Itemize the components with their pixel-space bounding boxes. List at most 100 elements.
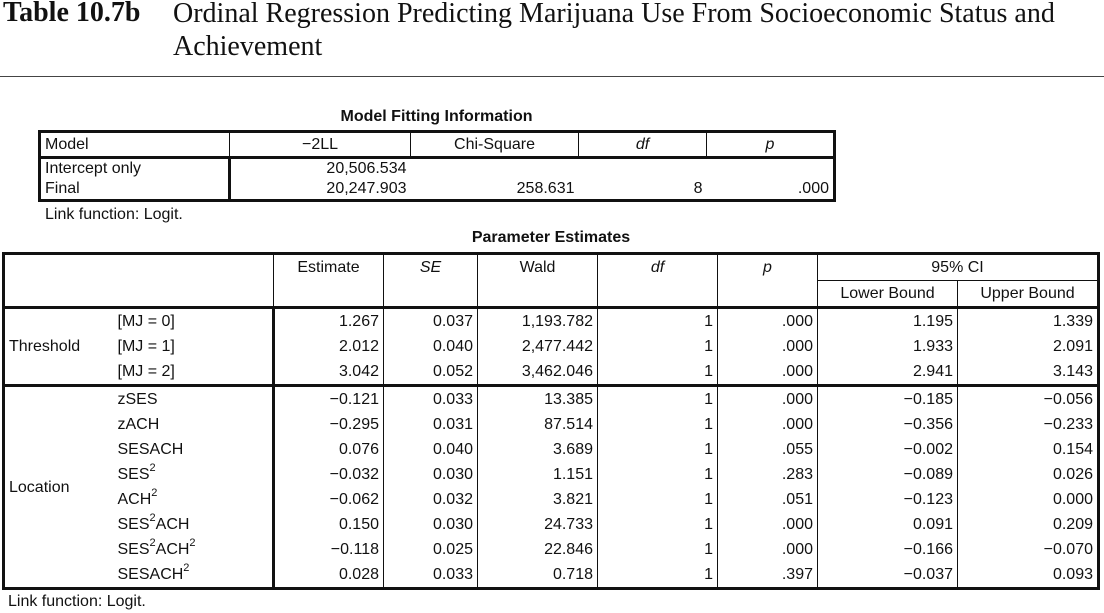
params-subheader-row: Lower Bound Upper Bound bbox=[4, 280, 1099, 309]
cell-estimate: 0.028 bbox=[338, 566, 379, 583]
row-label: Intercept only bbox=[39, 157, 231, 179]
table-row: zACH −0.295 0.031 87.514 1 .000 −0.356 −… bbox=[4, 412, 1099, 437]
model-fit-header-row: Model −2LL Chi-Square df p bbox=[39, 131, 835, 159]
cell-p: .000 bbox=[717, 307, 818, 334]
cell-estimate: −0.032 bbox=[329, 466, 379, 483]
cell-df: 1 bbox=[597, 412, 718, 437]
param-label: zSES bbox=[113, 384, 275, 412]
cell-upper: 1.339 bbox=[957, 307, 1099, 334]
col-df: df bbox=[578, 131, 707, 159]
table-row: SES2ACH2 −0.118 0.025 22.846 1 .000 −0.1… bbox=[4, 537, 1099, 562]
cell-estimate: −0.118 bbox=[330, 541, 379, 558]
cell-estimate: 0.150 bbox=[338, 516, 379, 533]
table-number: Table 10.7b bbox=[3, 0, 141, 28]
col-upper-bound: Upper Bound bbox=[957, 280, 1099, 309]
cell-wald: 3,462.046 bbox=[477, 359, 598, 386]
cell-estimate: 3.042 bbox=[338, 363, 379, 380]
model-fit-caption: Model Fitting Information bbox=[340, 108, 533, 125]
model-fit-note: Link function: Logit. bbox=[45, 206, 183, 223]
cell-df: 1 bbox=[597, 512, 718, 537]
cell-neg2ll: 20,506.534 bbox=[326, 160, 407, 177]
cell-se: 0.031 bbox=[383, 412, 478, 437]
param-label: SESACH2 bbox=[113, 562, 275, 589]
col-p: p bbox=[706, 131, 835, 159]
header-blank bbox=[3, 253, 274, 309]
cell-estimate: −0.295 bbox=[329, 416, 379, 433]
col-chi-square: Chi-Square bbox=[410, 131, 579, 159]
cell-chi-square: 258.631 bbox=[516, 180, 575, 197]
col-estimate: Estimate bbox=[273, 253, 384, 309]
col-p: p bbox=[717, 253, 818, 309]
cell-estimate: −0.062 bbox=[329, 491, 379, 508]
cell-df: 1 bbox=[597, 359, 718, 386]
table-row: SES2ACH 0.150 0.030 24.733 1 .000 0.091 … bbox=[4, 512, 1099, 537]
cell-upper: 0.209 bbox=[957, 512, 1099, 537]
cell-df: 1 bbox=[597, 437, 718, 462]
cell-se: 0.032 bbox=[383, 487, 478, 512]
cell-estimate: 0.076 bbox=[338, 441, 379, 458]
table-row: ACH2 −0.062 0.032 3.821 1 .051 −0.123 0.… bbox=[4, 487, 1099, 512]
cell-p: .000 bbox=[717, 359, 818, 386]
cell-p: .000 bbox=[717, 384, 818, 412]
col-se: SE bbox=[383, 253, 478, 309]
cell-p: .283 bbox=[717, 462, 818, 487]
col-neg2ll: −2LL bbox=[229, 131, 411, 159]
cell-df: 1 bbox=[597, 562, 718, 589]
table-row: SES2 −0.032 0.030 1.151 1 .283 −0.089 0.… bbox=[4, 462, 1099, 487]
param-label: ACH2 bbox=[113, 487, 275, 512]
cell-df: 1 bbox=[597, 537, 718, 562]
params-note: Link function: Logit. bbox=[8, 593, 146, 610]
cell-lower: −0.037 bbox=[817, 562, 958, 589]
param-label: SES2 bbox=[113, 462, 275, 487]
group-label-threshold: Threshold bbox=[9, 338, 81, 355]
cell-df: 1 bbox=[597, 462, 718, 487]
table-row: Location zSES −0.121 0.033 13.385 1 .000… bbox=[3, 384, 1099, 589]
cell-se: 0.040 bbox=[383, 437, 478, 462]
param-label: [MJ = 1] bbox=[113, 334, 275, 359]
param-label: zACH bbox=[113, 412, 275, 437]
cell-df: 8 bbox=[693, 180, 703, 197]
cell-se: 0.030 bbox=[383, 512, 478, 537]
table-title: Ordinal Regression Predicting Marijuana … bbox=[173, 0, 1055, 62]
col-model: Model bbox=[39, 131, 230, 159]
cell-wald: 0.718 bbox=[477, 562, 598, 589]
cell-lower: −0.185 bbox=[817, 384, 958, 412]
cell-upper: 0.026 bbox=[957, 462, 1099, 487]
cell-upper: 0.000 bbox=[957, 487, 1099, 512]
param-label: [MJ = 2] bbox=[113, 359, 275, 386]
table-row: [MJ = 1] 2.012 0.040 2,477.442 1 .000 1.… bbox=[4, 334, 1099, 359]
cell-se: 0.033 bbox=[383, 562, 478, 589]
col-wald: Wald bbox=[477, 253, 598, 309]
cell-upper: 0.093 bbox=[957, 562, 1099, 589]
row-label: Final bbox=[39, 179, 231, 201]
param-label: [MJ = 0] bbox=[113, 307, 275, 334]
cell-p: .000 bbox=[717, 537, 818, 562]
cell-upper: −0.233 bbox=[957, 412, 1099, 437]
table-row: Intercept only 20,506.534 bbox=[39, 157, 835, 179]
table-row: Threshold [MJ = 0] 1.267 0.037 1,193.782… bbox=[4, 307, 1099, 355]
table-row: SESACH2 0.028 0.033 0.718 1 .397 −0.037 … bbox=[4, 562, 1099, 589]
cell-wald: 13.385 bbox=[477, 384, 598, 412]
cell-se: 0.052 bbox=[383, 359, 478, 386]
cell-wald: 24.733 bbox=[477, 512, 598, 537]
cell-df: 1 bbox=[597, 384, 718, 412]
cell-lower: 2.941 bbox=[817, 359, 958, 386]
table-row: Final 20,247.903 258.631 8 .000 bbox=[39, 179, 835, 201]
cell-wald: 22.846 bbox=[477, 537, 598, 562]
param-label: SESACH bbox=[113, 437, 275, 462]
cell-p: .397 bbox=[717, 562, 818, 589]
cell-wald: 2,477.442 bbox=[477, 334, 598, 359]
cell-lower: 1.933 bbox=[817, 334, 958, 359]
cell-lower: −0.356 bbox=[817, 412, 958, 437]
cell-lower: −0.166 bbox=[817, 537, 958, 562]
table-row: SESACH 0.076 0.040 3.689 1 .055 −0.002 0… bbox=[4, 437, 1099, 462]
params-caption: Parameter Estimates bbox=[471, 229, 631, 246]
cell-lower: −0.123 bbox=[817, 487, 958, 512]
cell-wald: 3.821 bbox=[477, 487, 598, 512]
cell-upper: 0.154 bbox=[957, 437, 1099, 462]
col-ci: 95% CI bbox=[817, 253, 1099, 281]
cell-se: 0.033 bbox=[383, 384, 478, 412]
cell-p: .051 bbox=[717, 487, 818, 512]
cell-lower: −0.089 bbox=[817, 462, 958, 487]
param-label: SES2ACH2 bbox=[113, 537, 275, 562]
